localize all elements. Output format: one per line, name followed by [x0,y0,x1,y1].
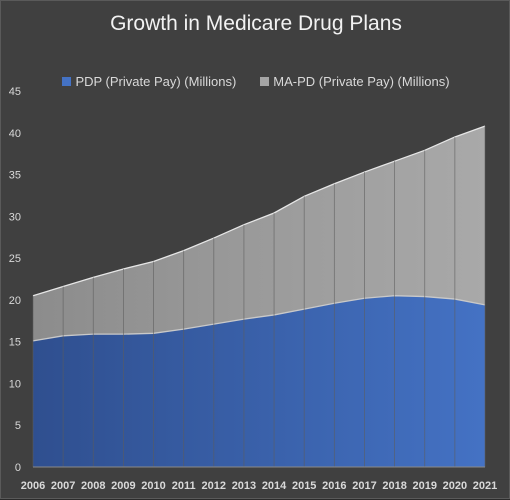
y-tick-label: 40 [9,128,21,140]
y-tick-label: 5 [15,420,21,432]
legend-swatch-pdp [62,77,72,86]
x-tick-label: 2018 [382,480,406,492]
y-tick-label: 20 [9,295,21,307]
x-tick-label: 2006 [21,480,45,492]
area-series-mapd [33,126,485,341]
x-tick-label: 2016 [322,480,346,492]
y-tick-label: 25 [9,253,21,265]
area-series-pdp [33,295,485,467]
edge-line-pdp [32,295,486,342]
y-tick-label: 35 [9,170,21,182]
edge-line-mapd [32,125,486,297]
x-tick-label: 2008 [81,480,105,492]
y-tick-label: 30 [9,211,21,223]
x-tick-label: 2011 [172,480,196,492]
y-tick-label: 0 [15,462,21,474]
x-tick-label: 2012 [202,480,226,492]
x-tick-label: 2010 [141,480,165,492]
legend-label-pdp: PDP (Private Pay) (Millions) [75,74,237,89]
x-tick-label: 2015 [292,480,316,492]
x-tick-label: 2007 [51,480,75,492]
x-tick-label: 2021 [473,480,497,492]
y-tick-label: 10 [9,378,21,390]
legend-swatch-mapd [260,77,270,86]
x-tick-label: 2013 [232,480,256,492]
legend-item-mapd: MA-PD (Private Pay) (Millions) [260,74,450,89]
chart-title: Growth in Medicare Drug Plans [110,12,402,35]
y-tick-label: 15 [9,337,21,349]
legend-label-mapd: MA-PD (Private Pay) (Millions) [273,74,450,89]
y-tick-label: 45 [9,86,21,98]
legend: PDP (Private Pay) (Millions) MA-PD (Priv… [1,74,510,89]
x-tick-label: 2019 [412,480,436,492]
legend-item-pdp: PDP (Private Pay) (Millions) [62,74,236,89]
x-tick-label: 2020 [443,480,467,492]
x-tick-label: 2014 [262,480,287,492]
x-tick-label: 2017 [352,480,376,492]
x-tick-label: 2009 [111,480,135,492]
